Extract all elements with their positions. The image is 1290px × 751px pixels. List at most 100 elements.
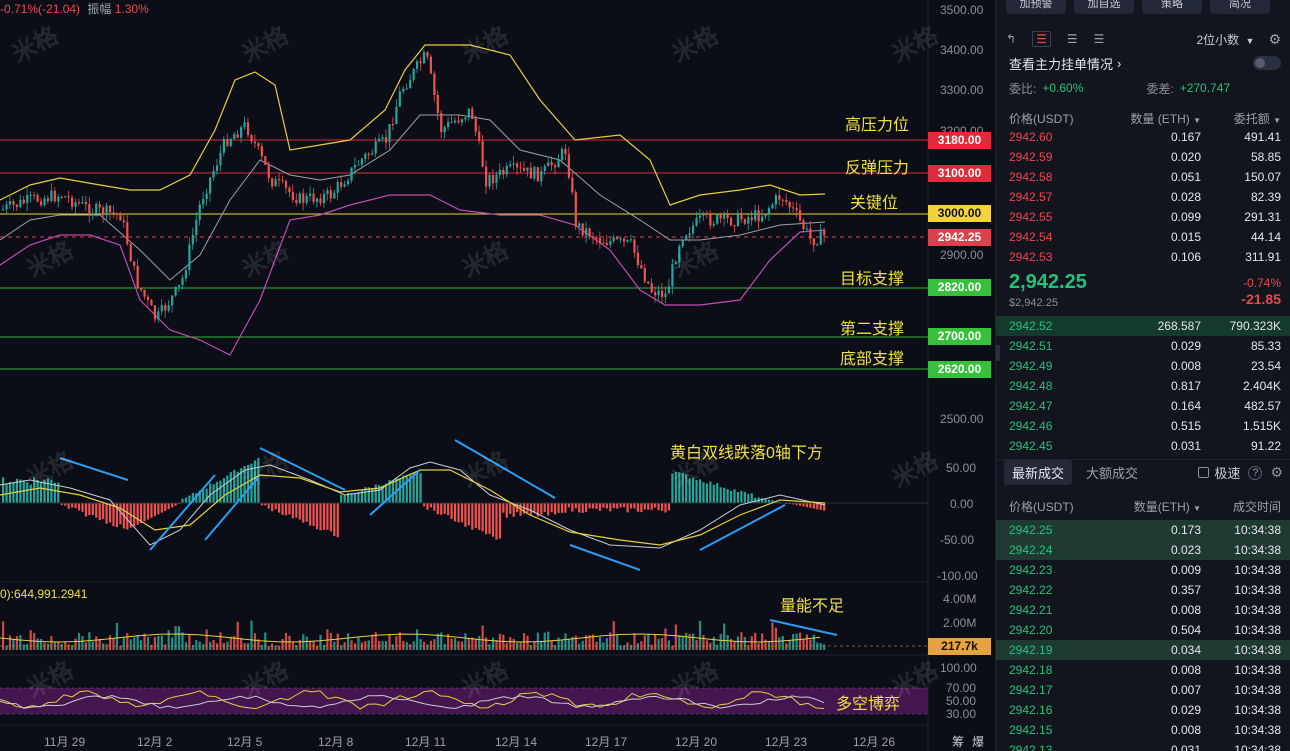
candle-body <box>512 163 515 165</box>
macd-bar <box>212 484 215 503</box>
ask-row[interactable]: 2942.57 0.028 82.39 <box>996 187 1290 207</box>
annotation-arrow <box>204 477 259 541</box>
volume-bar <box>450 638 453 650</box>
macd-bar <box>453 503 457 522</box>
candle-body <box>823 229 826 236</box>
candle-body <box>702 213 705 216</box>
annotation-arrow <box>454 439 556 499</box>
ask-row[interactable]: 2942.59 0.020 58.85 <box>996 147 1290 167</box>
candle-body <box>67 196 70 198</box>
trade-row[interactable]: 2942.22 0.357 10:34:38 <box>996 580 1290 600</box>
candle-body <box>236 134 239 138</box>
overview-button[interactable]: 简况 <box>1210 0 1270 14</box>
trade-row[interactable]: 2942.23 0.009 10:34:38 <box>996 560 1290 580</box>
candle-body <box>554 165 557 168</box>
trade-row[interactable]: 2942.24 0.023 10:34:38 <box>996 540 1290 560</box>
candle-body <box>616 237 619 240</box>
trade-row[interactable]: 2942.13 0.031 10:34:38 <box>996 740 1290 751</box>
date-label: 12月 20 <box>675 735 718 749</box>
macd-bar <box>609 503 612 512</box>
volume-bar <box>591 634 595 650</box>
bid-row[interactable]: 2942.48 0.817 2.404K <box>996 376 1290 396</box>
axis-footer-chip[interactable]: 筹 <box>952 735 965 749</box>
ask-row[interactable]: 2942.60 0.167 491.41 <box>996 127 1290 147</box>
volume-bar <box>726 635 729 650</box>
main-orders-toggle[interactable] <box>1253 56 1281 70</box>
info-icon[interactable]: ? <box>1248 465 1263 480</box>
settings-icon[interactable]: ⚙ <box>1270 464 1283 480</box>
macd-bar <box>119 503 122 525</box>
candle-body <box>819 229 822 245</box>
fast-checkbox[interactable] <box>1198 467 1210 478</box>
trade-row[interactable]: 2942.20 0.504 10:34:38 <box>996 620 1290 640</box>
candle-body <box>729 217 733 226</box>
trade-row[interactable]: 2942.15 0.008 10:34:38 <box>996 720 1290 740</box>
osc-axis-50: 50.00 <box>946 694 977 708</box>
volume-bar <box>281 639 284 650</box>
ask-row[interactable]: 2942.58 0.051 150.07 <box>996 167 1290 187</box>
book-asks-icon[interactable]: ☰ <box>1093 32 1105 46</box>
trade-row[interactable]: 2942.17 0.007 10:34:38 <box>996 680 1290 700</box>
trades-header-qty[interactable]: 数量(ETH) ▼ <box>1109 498 1201 515</box>
strategy-button[interactable]: 策略 <box>1142 0 1202 14</box>
volume-bar <box>350 640 353 650</box>
volume-bar <box>436 633 439 650</box>
trade-row[interactable]: 2942.25 0.173 10:34:38 <box>996 520 1290 540</box>
volume-bar <box>719 633 722 650</box>
ask-row[interactable]: 2942.54 0.015 44.14 <box>996 227 1290 247</box>
ask-amount: 150.07 <box>1244 170 1281 184</box>
candle-body <box>798 210 802 221</box>
main-orders-row[interactable]: 查看主力挂单情况 › <box>996 53 1290 73</box>
candle-body <box>60 196 63 198</box>
macd-bar <box>509 503 512 514</box>
trade-row[interactable]: 2942.19 0.034 10:34:38 <box>996 640 1290 660</box>
book-both-icon[interactable]: ☰ <box>1032 31 1051 47</box>
bid-row[interactable]: 2942.49 0.008 23.54 <box>996 356 1290 376</box>
candle-body <box>243 122 246 128</box>
macd-bar <box>71 503 74 508</box>
kline-chart-area[interactable]: -0.71%(-21.04) 振幅 1.30% 3500.00 3400.00 … <box>0 0 995 751</box>
tab-large-trades[interactable]: 大额成交 <box>1086 466 1139 481</box>
macd-bar <box>84 503 87 517</box>
annotation-target-support: 目标支撑 <box>840 271 905 288</box>
candle-body <box>467 108 470 118</box>
bid-row[interactable]: 2942.51 0.029 85.33 <box>996 336 1290 356</box>
macd-bar <box>8 481 12 503</box>
main-orders-link[interactable]: 查看主力挂单情况 <box>1009 56 1114 72</box>
ask-row[interactable]: 2942.53 0.106 311.91 <box>996 247 1290 267</box>
trade-time: 10:34:38 <box>1234 703 1281 717</box>
macd-axis-minus100: -100.00 <box>937 569 978 583</box>
ask-row[interactable]: 2942.55 0.099 291.31 <box>996 207 1290 227</box>
macd-bar <box>491 503 495 537</box>
volume-bar <box>384 641 388 650</box>
candle-body <box>495 174 498 183</box>
book-header-amount[interactable]: 委托额 ▼ <box>1201 110 1281 127</box>
macd-bar <box>426 503 429 510</box>
tab-latest-trades[interactable]: 最新成交 <box>1004 460 1073 485</box>
volume-bar <box>478 635 481 650</box>
trade-row[interactable]: 2942.21 0.008 10:34:38 <box>996 600 1290 620</box>
add-alert-button[interactable]: 加预警 <box>1006 0 1066 14</box>
volume-bar <box>457 641 460 650</box>
book-bids-icon[interactable]: ☰ <box>1066 32 1078 46</box>
bid-row[interactable]: 2942.47 0.164 482.57 <box>996 396 1290 416</box>
bid-row[interactable]: 2942.52 268.587 790.323K <box>996 316 1290 336</box>
bid-amount: 91.22 <box>1250 439 1281 453</box>
candle-body <box>257 143 260 147</box>
volume-bar <box>416 629 419 650</box>
decimals-select[interactable]: 2位小数 ▼ <box>1196 31 1254 48</box>
bid-row[interactable]: 2942.46 0.515 1.515K <box>996 416 1290 436</box>
trade-row[interactable]: 2942.18 0.008 10:34:38 <box>996 660 1290 680</box>
candle-body <box>174 286 177 296</box>
macd-bar <box>474 503 477 528</box>
book-header-qty[interactable]: 数量 (ETH) ▼ <box>1109 110 1201 127</box>
settings-icon[interactable]: ⚙ <box>1268 30 1281 47</box>
level-tag-3100: 3100.00 <box>928 165 991 182</box>
bid-row[interactable]: 2942.45 0.031 91.22 <box>996 436 1290 456</box>
panel-collapse-handle[interactable] <box>996 345 1000 361</box>
chart-canvas[interactable] <box>0 0 995 751</box>
trade-row[interactable]: 2942.16 0.029 10:34:38 <box>996 700 1290 720</box>
axis-footer-burst[interactable]: 爆 <box>972 735 985 749</box>
add-watchlist-button[interactable]: 加自选 <box>1074 0 1134 14</box>
back-icon[interactable]: ↰ <box>1006 32 1017 46</box>
